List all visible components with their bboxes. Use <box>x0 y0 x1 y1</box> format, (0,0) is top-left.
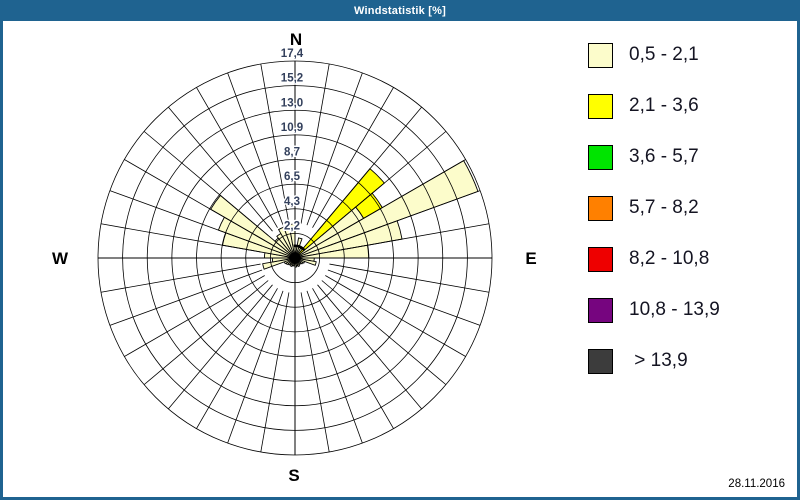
radial-tick-label: 15,2 <box>281 73 303 85</box>
legend-item: 8,2 - 10,8 <box>588 246 720 272</box>
spoke-gridline <box>196 288 278 429</box>
title-bar: Windstatistik [%] <box>3 3 797 21</box>
spoke-gridline <box>168 284 273 410</box>
spoke-gridline <box>306 290 363 444</box>
spoke-gridline <box>109 269 263 326</box>
compass-label-w: W <box>52 249 69 268</box>
legend-swatch <box>588 144 613 170</box>
spoke-gridline <box>317 106 422 232</box>
spoke-gridline <box>196 87 278 228</box>
legend-swatch <box>588 246 613 272</box>
date-label: 28.11.2016 <box>728 478 785 490</box>
legend-item: > 13,9 <box>588 348 720 374</box>
spoke-gridline <box>227 290 284 444</box>
compass-label-n: N <box>290 30 302 49</box>
center-hub <box>291 254 299 262</box>
spoke-gridline <box>124 159 265 241</box>
spoke-gridline <box>325 159 466 241</box>
spoke-gridline <box>109 190 263 247</box>
spoke-gridline <box>124 275 265 357</box>
spoke-gridline <box>260 63 290 224</box>
spoke-gridline <box>317 284 422 410</box>
radial-tick-label: 6,5 <box>284 171 301 183</box>
legend-item: 3,6 - 5,7 <box>588 144 720 170</box>
center-arc <box>293 244 306 252</box>
legend: 0,5 - 2,1 2,1 - 3,6 3,6 - 5,7 5,7 - 8,2 8,2 … <box>588 42 720 399</box>
legend-label: 5,7 - 8,2 <box>629 197 699 218</box>
legend-label: 8,2 - 10,8 <box>629 248 710 269</box>
spoke-gridline <box>300 63 330 224</box>
spoke-gridline <box>306 72 363 226</box>
legend-label: 2,1 - 3,6 <box>629 95 699 116</box>
spoke-gridline <box>329 223 490 253</box>
legend-swatch <box>588 93 613 119</box>
legend-label: 3,6 - 5,7 <box>629 146 699 167</box>
legend-item: 0,5 - 2,1 <box>588 42 720 68</box>
spoke-gridline <box>325 275 466 357</box>
legend-swatch <box>588 195 613 221</box>
radial-tick-label: 17,4 <box>281 48 304 60</box>
legend-item: 2,1 - 3,6 <box>588 93 720 119</box>
radial-tick-label: 2,2 <box>284 220 300 232</box>
legend-swatch <box>588 297 613 323</box>
legend-label: 10,8 - 13,9 <box>629 299 720 320</box>
spoke-gridline <box>300 292 330 453</box>
spoke-gridline <box>312 288 394 429</box>
spoke-gridline <box>100 223 261 253</box>
spoke-gridline <box>168 106 273 232</box>
spoke-gridline <box>143 280 269 385</box>
legend-item: 10,8 - 13,9 <box>588 297 720 323</box>
window-title: Windstatistik [%] <box>354 4 446 17</box>
spoke-gridline <box>321 131 447 236</box>
radial-tick-label: 4,3 <box>284 196 300 208</box>
spoke-gridline <box>260 292 290 453</box>
legend-swatch <box>588 42 613 68</box>
spoke-gridline <box>227 72 284 226</box>
radial-tick-label: 13,0 <box>281 97 303 109</box>
spoke-gridline <box>143 131 269 236</box>
spoke-gridline <box>329 263 490 293</box>
spoke-gridline <box>100 263 261 293</box>
radial-tick-label: 8,7 <box>284 147 300 159</box>
spoke-gridline <box>327 190 481 247</box>
spoke-gridline <box>321 280 447 385</box>
legend-label: 0,5 - 2,1 <box>629 44 699 65</box>
radial-tick-label: 10,9 <box>281 122 303 134</box>
spoke-gridline <box>312 87 394 228</box>
legend-label: > 13,9 <box>629 350 688 371</box>
petal-segment <box>262 257 296 270</box>
legend-swatch <box>588 348 613 374</box>
legend-item: 5,7 - 8,2 <box>588 195 720 221</box>
spoke-gridline <box>327 269 481 326</box>
compass-label-s: S <box>288 466 299 485</box>
compass-label-e: E <box>525 249 536 268</box>
